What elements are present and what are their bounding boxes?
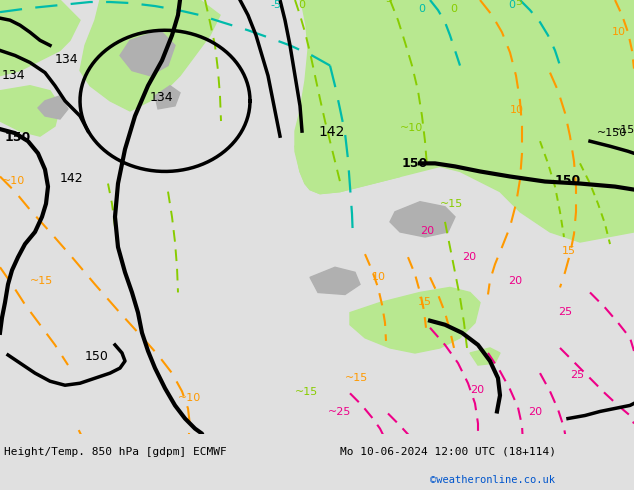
Polygon shape: [155, 86, 180, 109]
Text: ~10: ~10: [400, 123, 424, 133]
Text: 150: 150: [85, 350, 109, 363]
Text: Mo 10-06-2024 12:00 UTC (18+114): Mo 10-06-2024 12:00 UTC (18+114): [340, 447, 556, 457]
Polygon shape: [295, 136, 400, 194]
Text: 5: 5: [385, 0, 392, 4]
Text: Height/Temp. 850 hPa [gdpm] ECMWF: Height/Temp. 850 hPa [gdpm] ECMWF: [4, 447, 227, 457]
Text: 150: 150: [555, 173, 581, 187]
Text: 10: 10: [612, 27, 626, 37]
Text: 142: 142: [318, 125, 344, 139]
Text: 20: 20: [528, 408, 542, 417]
Text: 25: 25: [570, 370, 584, 380]
Text: 134: 134: [150, 91, 174, 104]
Text: 5: 5: [515, 0, 522, 7]
Text: 10: 10: [372, 272, 386, 282]
Text: 20: 20: [470, 385, 484, 395]
Text: 25: 25: [558, 307, 572, 317]
Text: 150: 150: [402, 157, 428, 171]
Polygon shape: [390, 202, 455, 237]
Text: 0: 0: [508, 0, 515, 10]
Polygon shape: [38, 96, 68, 119]
Text: ~10: ~10: [178, 393, 201, 403]
Text: ~15: ~15: [295, 387, 318, 397]
Text: ~150: ~150: [612, 125, 634, 135]
Text: ~25: ~25: [328, 408, 351, 417]
Polygon shape: [0, 0, 80, 75]
Text: -5: -5: [270, 0, 281, 10]
Polygon shape: [0, 86, 60, 136]
Text: 20: 20: [508, 276, 522, 286]
Text: 10: 10: [510, 105, 524, 115]
Text: 15: 15: [418, 296, 432, 307]
Polygon shape: [310, 267, 360, 294]
Text: 134: 134: [55, 52, 79, 66]
Text: ~15: ~15: [440, 199, 463, 209]
Text: ~150: ~150: [597, 128, 627, 138]
Text: 0: 0: [418, 4, 425, 14]
Polygon shape: [80, 0, 220, 111]
Text: ~15: ~15: [30, 276, 53, 286]
Text: 20: 20: [462, 252, 476, 262]
Polygon shape: [120, 30, 175, 75]
Text: 150: 150: [5, 131, 31, 144]
Polygon shape: [350, 288, 480, 353]
Text: 15: 15: [562, 246, 576, 256]
Text: 20: 20: [420, 226, 434, 236]
Text: 134: 134: [2, 69, 25, 82]
Text: 142: 142: [60, 172, 84, 185]
Text: ©weatheronline.co.uk: ©weatheronline.co.uk: [430, 475, 555, 485]
Text: 0: 0: [450, 4, 457, 14]
Text: ~10: ~10: [2, 175, 25, 186]
Text: ~15: ~15: [345, 373, 368, 383]
Polygon shape: [470, 348, 500, 365]
Polygon shape: [295, 0, 634, 242]
Text: 0: 0: [298, 0, 305, 10]
